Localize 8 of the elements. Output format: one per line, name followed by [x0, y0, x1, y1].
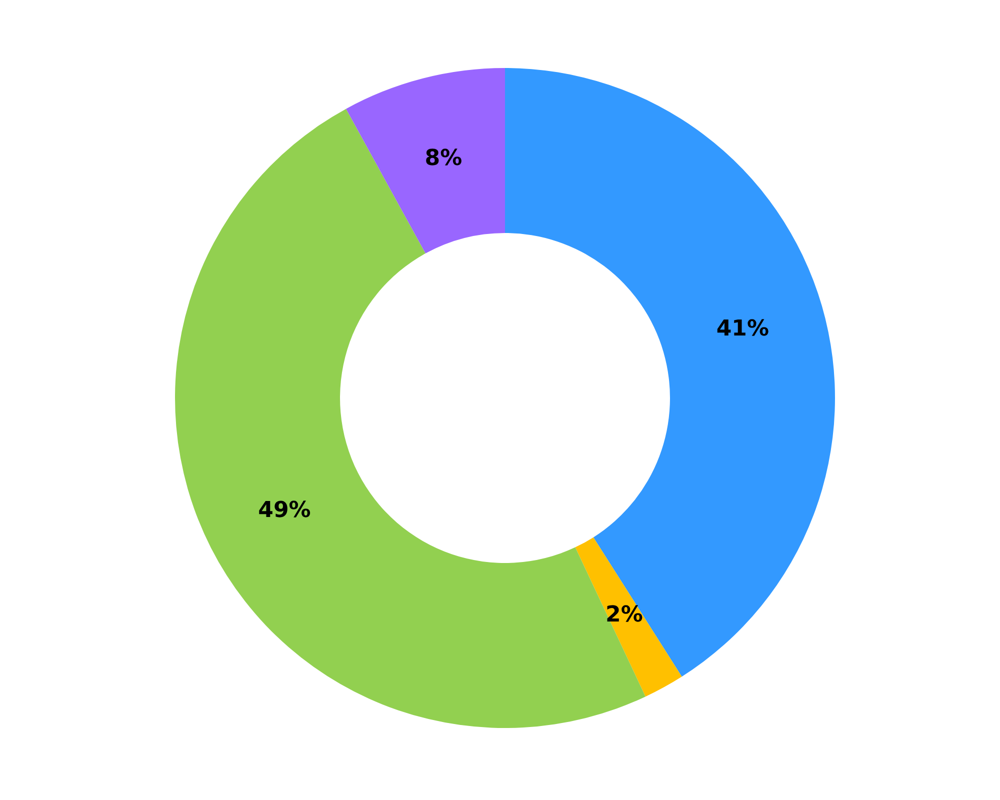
donut-slice	[505, 68, 835, 677]
data-label: 41%	[716, 316, 770, 342]
donut-slice	[575, 537, 682, 697]
data-label: 8%	[424, 146, 462, 171]
data-label: 2%	[606, 602, 643, 628]
donut-slice	[175, 108, 646, 728]
data-label: 49%	[258, 498, 311, 523]
donut-slice	[346, 68, 505, 254]
